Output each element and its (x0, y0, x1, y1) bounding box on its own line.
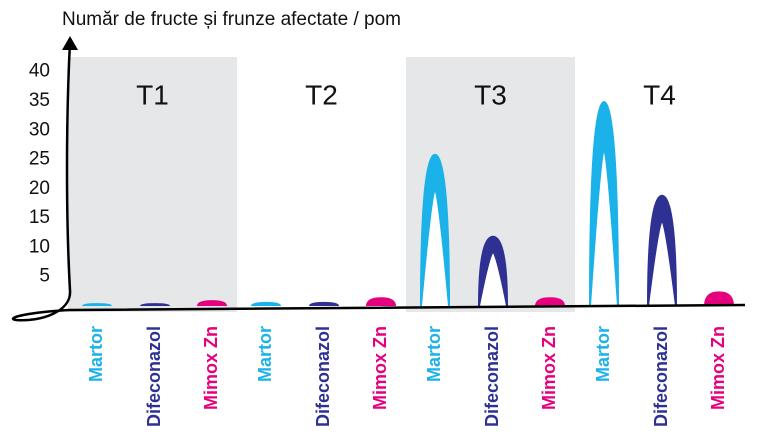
peak-outer (535, 297, 565, 306)
peak (589, 101, 619, 306)
peak-inner (422, 191, 448, 306)
category-label: Mimox Zn (370, 326, 390, 410)
y-tick-label: 15 (29, 207, 50, 228)
mark-layer (82, 101, 734, 306)
category-label: Difeconazol (144, 326, 164, 427)
peak (309, 301, 339, 306)
peak (197, 300, 227, 306)
peak-inner (649, 222, 675, 306)
category-label: Martor (86, 326, 106, 382)
peak-inner (480, 253, 506, 306)
group-label: T4 (643, 79, 676, 110)
peak (140, 303, 170, 306)
category-label: Martor (424, 326, 444, 382)
peak (420, 153, 450, 306)
peak (478, 235, 508, 306)
peak (366, 297, 396, 306)
y-tick-label: 5 (39, 266, 50, 287)
peak (251, 301, 281, 306)
peak (82, 303, 112, 306)
group-label: T2 (305, 79, 338, 110)
peak (704, 291, 734, 306)
group-label: T1 (136, 79, 169, 110)
background-layer (68, 57, 575, 312)
category-label: Difeconazol (313, 326, 333, 427)
category-label: Martor (255, 326, 275, 382)
y-tick-label: 20 (29, 178, 50, 199)
group-label: T3 (474, 79, 507, 110)
axes (12, 41, 746, 322)
category-label: Difeconazol (651, 326, 671, 427)
y-tick-label: 35 (29, 90, 50, 111)
peak (535, 297, 565, 306)
y-axis-label: Număr de fructe și frunze afectate / pom (62, 9, 401, 30)
y-tick-label: 40 (29, 61, 50, 82)
peak-outer (82, 303, 112, 306)
y-tick-label: 25 (29, 149, 50, 170)
category-label: Mimox Zn (201, 326, 221, 410)
category-label: Mimox Zn (708, 326, 728, 410)
axis-arrow (62, 36, 78, 50)
category-label: Difeconazol (482, 326, 502, 427)
peak-outer (309, 301, 339, 306)
y-tick-label: 10 (29, 236, 50, 257)
peak-outer (251, 301, 281, 306)
y-tick-label: 30 (29, 119, 50, 140)
peak-outer (197, 300, 227, 306)
category-label: Martor (593, 326, 613, 382)
peak-inner (591, 152, 617, 306)
group-band (68, 57, 237, 312)
peak-outer (140, 303, 170, 306)
category-label: Mimox Zn (539, 326, 559, 410)
peak-outer (704, 291, 734, 306)
peak-outer (366, 297, 396, 306)
peak (647, 194, 677, 306)
